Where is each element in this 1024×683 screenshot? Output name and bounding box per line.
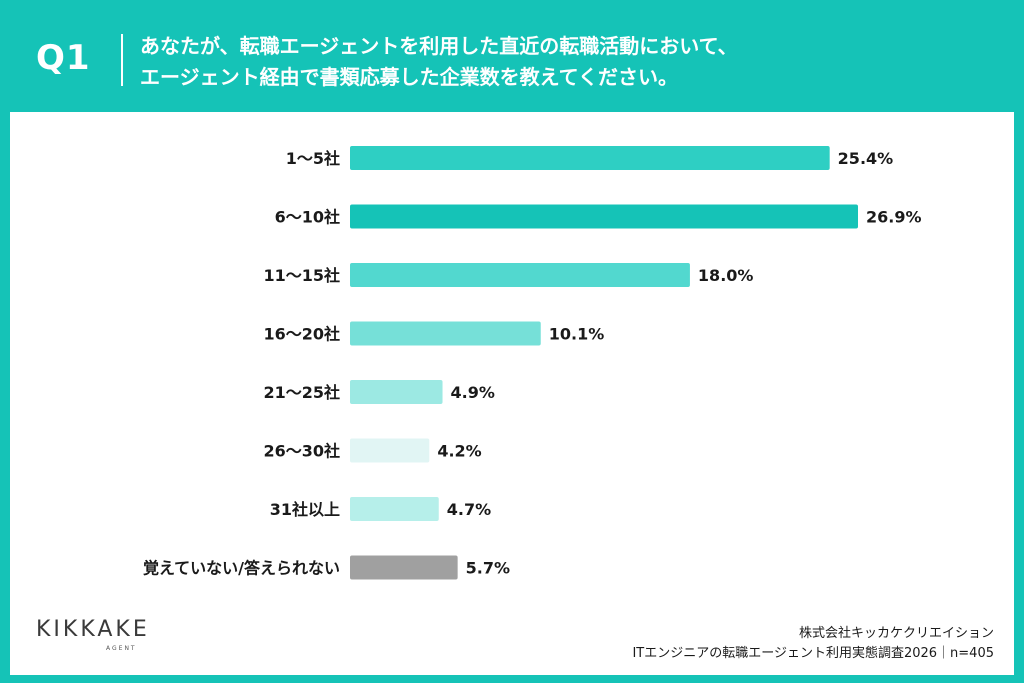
value-label: 4.2% — [437, 442, 481, 461]
category-label: 11〜15社 — [263, 266, 340, 285]
category-label: 1〜5社 — [286, 149, 340, 168]
kikkake-logo: KIKKAKE AGENT — [36, 617, 196, 663]
bar — [350, 146, 830, 170]
category-label: 21〜25社 — [263, 383, 340, 402]
value-label: 25.4% — [838, 149, 894, 168]
value-label: 26.9% — [866, 208, 922, 227]
bar — [350, 204, 858, 229]
category-label: 6〜10社 — [275, 208, 340, 227]
bar — [350, 321, 541, 346]
bar — [350, 438, 430, 463]
bar — [350, 497, 439, 521]
footer: 株式会社キッカケクリエイション ITエンジニアの転職エージェント利用実態調査20… — [632, 624, 994, 664]
bar — [350, 555, 458, 580]
question-line-2: エージェント経由で書類応募した企業数を教えてください。 — [140, 65, 678, 89]
category-label: 覚えていない/答えられない — [143, 559, 340, 578]
question-number: Q1 — [36, 38, 91, 78]
header-divider — [121, 34, 123, 86]
category-label: 16〜20社 — [263, 325, 340, 344]
footer-survey: ITエンジニアの転職エージェント利用実態調査2026｜n=405 — [632, 646, 994, 661]
logo-wordmark: KIKKAKE — [36, 617, 150, 642]
category-label: 26〜30社 — [263, 442, 340, 461]
header: Q1 あなたが、転職エージェントを利用した直近の転職活動において、 エージェント… — [0, 0, 1024, 112]
category-label: 31社以上 — [270, 500, 340, 519]
value-label: 5.7% — [466, 559, 510, 578]
bar-chart: 1〜5社 25.4% 6〜10社 26.9% 11〜15社 18.0% 16〜20社 10.1… — [143, 146, 922, 580]
chart-panel: 1〜5社 25.4% 6〜10社 26.9% 11〜15社 18.0% 16〜20社 10.1… — [10, 112, 1014, 675]
logo-subtext: AGENT — [106, 645, 137, 652]
bar — [350, 263, 690, 287]
footer-company: 株式会社キッカケクリエイション — [798, 626, 994, 641]
value-label: 4.9% — [451, 383, 495, 402]
value-label: 4.7% — [447, 500, 491, 519]
value-label: 10.1% — [549, 325, 605, 344]
question-line-1: あなたが、転職エージェントを利用した直近の転職活動において、 — [140, 34, 738, 58]
question-text: あなたが、転職エージェントを利用した直近の転職活動において、 エージェント経由で… — [140, 31, 1000, 93]
value-label: 18.0% — [698, 266, 754, 285]
bar — [350, 380, 443, 404]
